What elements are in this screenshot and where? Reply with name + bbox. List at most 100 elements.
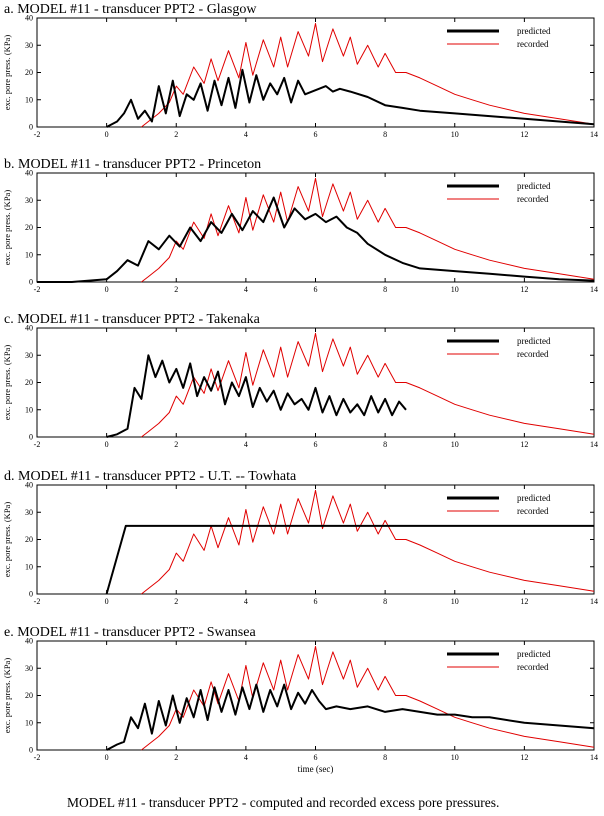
y-tick-label: 40	[25, 637, 33, 646]
x-tick-label: 4	[244, 597, 248, 606]
x-tick-label: 10	[451, 440, 459, 449]
y-tick-label: 20	[25, 378, 33, 387]
x-tick-label: 0	[105, 753, 109, 762]
series-line-recorded	[141, 646, 595, 751]
legend-label-predicted: predicted	[517, 649, 551, 659]
y-axis-label: exc. pore press. (KPa)	[2, 190, 12, 265]
x-tick-label: 14	[590, 285, 598, 294]
y-tick-label: 10	[25, 405, 33, 414]
y-tick-label: 40	[25, 481, 33, 490]
chart-title: a. MODEL #11 - transducer PPT2 - Glasgow	[4, 2, 257, 17]
x-tick-label: 6	[314, 597, 318, 606]
chart-panel-3: c. MODEL #11 - transducer PPT2 - Takenak…	[2, 312, 598, 449]
x-tick-label: 2	[174, 597, 178, 606]
legend-label-recorded: recorded	[517, 194, 549, 204]
x-tick-label: -2	[34, 130, 41, 139]
x-tick-label: 0	[105, 440, 109, 449]
series-line-predicted	[106, 683, 595, 751]
x-tick-label: 0	[105, 285, 109, 294]
y-tick-label: 20	[25, 68, 33, 77]
y-tick-label: 0	[29, 123, 33, 132]
x-tick-label: 12	[520, 753, 528, 762]
series-line-recorded	[141, 489, 595, 595]
y-tick-label: 30	[25, 41, 33, 50]
chart-panel-1: a. MODEL #11 - transducer PPT2 - Glasgow…	[2, 2, 598, 139]
x-tick-label: 8	[383, 130, 387, 139]
plot-frame	[36, 484, 595, 595]
x-tick-label: 8	[383, 440, 387, 449]
x-tick-label: 12	[520, 285, 528, 294]
x-tick-label: 12	[520, 597, 528, 606]
plot-frame	[36, 17, 595, 128]
y-axis-label: exc. pore press. (KPa)	[2, 345, 12, 420]
chart-panel-5: e. MODEL #11 - transducer PPT2 - Swansea…	[2, 625, 598, 774]
legend-label-predicted: predicted	[517, 26, 551, 36]
x-tick-label: 0	[105, 597, 109, 606]
y-tick-label: 20	[25, 691, 33, 700]
y-tick-label: 10	[25, 718, 33, 727]
y-tick-label: 10	[25, 250, 33, 259]
y-tick-label: 0	[29, 433, 33, 442]
x-tick-label: 10	[451, 285, 459, 294]
y-axis-label: exc. pore press. (KPa)	[2, 502, 12, 577]
plot-frame	[36, 327, 595, 438]
x-tick-label: 14	[590, 440, 598, 449]
x-tick-label: -2	[34, 753, 41, 762]
y-axis-label: exc. pore press. (KPa)	[2, 658, 12, 733]
legend-label-recorded: recorded	[517, 349, 549, 359]
x-tick-label: 12	[520, 440, 528, 449]
x-tick-label: -2	[34, 285, 41, 294]
x-tick-label: 4	[244, 753, 248, 762]
legend-label-predicted: predicted	[517, 336, 551, 346]
x-tick-label: 8	[383, 753, 387, 762]
x-tick-label: 6	[314, 440, 318, 449]
legend-label-predicted: predicted	[517, 181, 551, 191]
series-line-predicted	[106, 68, 595, 128]
y-tick-label: 30	[25, 196, 33, 205]
chart-title: d. MODEL #11 - transducer PPT2 - U.T. --…	[4, 469, 297, 484]
series-line-predicted	[37, 196, 595, 283]
legend-label-predicted: predicted	[517, 493, 551, 503]
legend-label-recorded: recorded	[517, 39, 549, 49]
y-tick-label: 10	[25, 562, 33, 571]
y-tick-label: 0	[29, 746, 33, 755]
x-tick-label: -2	[34, 597, 41, 606]
x-tick-label: 14	[590, 753, 598, 762]
x-tick-label: 14	[590, 597, 598, 606]
legend-label-recorded: recorded	[517, 506, 549, 516]
y-axis-label: exc. pore press. (KPa)	[2, 35, 12, 110]
x-tick-label: 2	[174, 285, 178, 294]
x-tick-label: 2	[174, 440, 178, 449]
x-tick-label: 4	[244, 285, 248, 294]
y-tick-label: 30	[25, 351, 33, 360]
x-tick-label: 6	[314, 285, 318, 294]
y-tick-label: 10	[25, 95, 33, 104]
x-tick-label: 6	[314, 753, 318, 762]
x-tick-label: 8	[383, 285, 387, 294]
x-tick-label: 10	[451, 130, 459, 139]
x-axis-label: time (sec)	[298, 764, 334, 774]
chart-title: e. MODEL #11 - transducer PPT2 - Swansea	[4, 625, 256, 640]
x-tick-label: 10	[451, 597, 459, 606]
x-tick-label: 4	[244, 440, 248, 449]
series-line-recorded	[141, 332, 595, 438]
y-tick-label: 30	[25, 508, 33, 517]
x-tick-label: 6	[314, 130, 318, 139]
legend-label-recorded: recorded	[517, 662, 549, 672]
plot-frame	[36, 172, 595, 283]
chart-panel-2: b. MODEL #11 - transducer PPT2 - Princet…	[2, 157, 598, 294]
x-tick-label: 8	[383, 597, 387, 606]
y-tick-label: 0	[29, 278, 33, 287]
figure-caption-text: MODEL #11 - transducer PPT2 - computed a…	[67, 795, 500, 810]
y-tick-label: 20	[25, 535, 33, 544]
x-tick-label: 2	[174, 753, 178, 762]
x-tick-label: 2	[174, 130, 178, 139]
x-tick-label: 0	[105, 130, 109, 139]
y-tick-label: 40	[25, 169, 33, 178]
x-tick-label: 14	[590, 130, 598, 139]
y-tick-label: 30	[25, 664, 33, 673]
x-tick-label: -2	[34, 440, 41, 449]
series-line-recorded	[141, 177, 595, 283]
x-tick-label: 4	[244, 130, 248, 139]
y-tick-label: 0	[29, 590, 33, 599]
